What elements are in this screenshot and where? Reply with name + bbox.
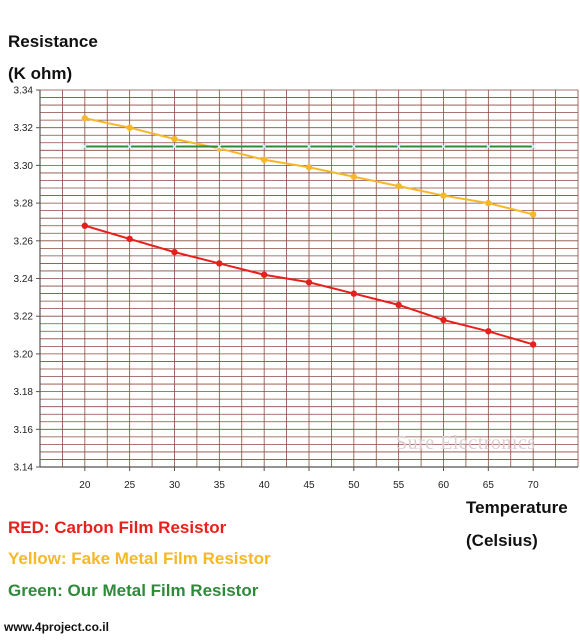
watermark: Sure Electronics [396,432,536,454]
series-green-point [484,143,492,151]
x-tick-label: 40 [259,480,271,491]
series-red-point [171,248,178,256]
legend-entry-yellow: Yellow: Fake Metal Film Resistor [8,549,271,568]
series-green-point [350,143,358,151]
series-yellow-point [440,192,447,199]
y-tick-label: 3.14 [14,463,34,474]
series-green-point [305,143,313,151]
x-axis-unit: (Celsius) [466,531,538,550]
x-tick-label: 20 [79,480,91,491]
series-yellow-point [81,115,89,122]
x-tick-label: 55 [393,480,405,491]
series-red-point [81,222,89,229]
x-tick-label: 60 [438,480,450,491]
y-tick-label: 3.30 [14,161,34,172]
y-tick-label: 3.34 [14,86,34,97]
series-red-point [440,316,447,324]
series-green-point [126,143,134,151]
series-yellow-point [171,135,178,143]
series-green-point [260,143,268,151]
series-yellow-point [260,156,268,163]
x-axis-title: Temperature [466,498,568,517]
series-yellow-point [350,173,358,180]
series-red-point [260,271,268,278]
series-yellow-point [126,124,133,131]
y-tick-label: 3.26 [14,236,34,247]
legend-entry-green: Green: Our Metal Film Resistor [8,581,259,600]
website-url[interactable]: www.4project.co.il [4,620,109,634]
series-yellow-point [305,164,313,171]
x-tick-label: 65 [483,480,495,491]
series-green-point [440,143,447,151]
series-green-point [395,143,403,151]
x-tick-label: 45 [303,480,315,491]
y-tick-label: 3.24 [14,274,34,285]
x-tick-label: 25 [124,480,136,491]
series-green-point [171,143,178,151]
series-red-point [485,328,492,335]
series-red-point [216,260,223,267]
series-red-point [350,290,358,297]
x-tick-label: 50 [348,480,360,491]
series-yellow-point [485,199,492,207]
series-green-point [81,143,89,151]
y-tick-label: 3.22 [14,312,34,323]
y-axis-unit: (K ohm) [8,64,73,83]
series-yellow-point [529,211,537,218]
legend-entry-red: RED: Carbon Film Resistor [8,518,227,537]
series-red-point [529,341,537,348]
x-tick-label: 35 [214,480,226,491]
series-yellow-point [395,182,402,190]
series-green-point [529,143,537,151]
y-tick-label: 3.20 [14,349,34,360]
series-green-point [215,143,223,151]
y-tick-label: 3.18 [14,387,34,398]
y-tick-label: 3.28 [14,199,34,210]
x-tick-label: 30 [169,480,181,491]
series-red-point [395,301,402,309]
x-tick-label: 70 [528,480,540,491]
y-tick-label: 3.16 [14,425,34,436]
series-red-point [126,235,133,243]
y-tick-label: 3.32 [14,123,34,134]
series-red-point [305,279,313,286]
y-axis-title: Resistance [8,32,98,51]
